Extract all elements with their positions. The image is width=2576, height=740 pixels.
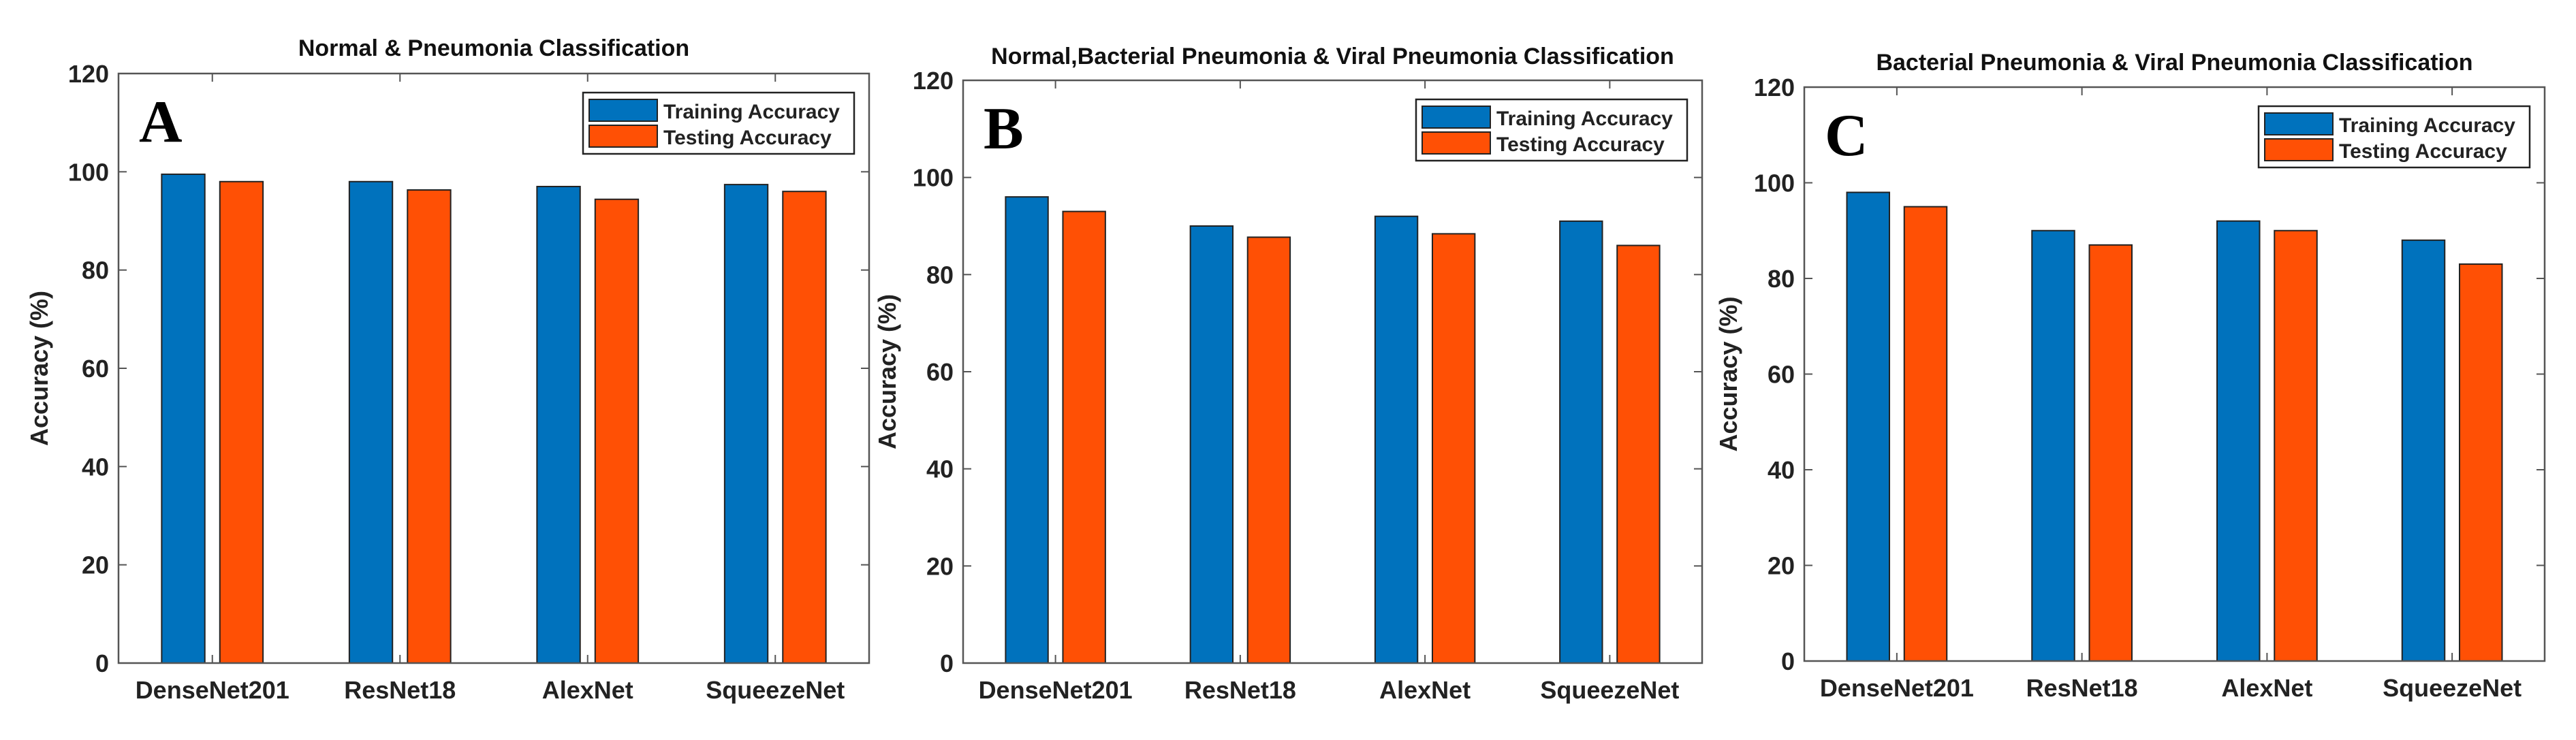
y-tick-label: 120	[68, 60, 109, 88]
y-tick-label: 40	[926, 455, 954, 483]
legend-label: Training Accuracy	[1496, 108, 1673, 130]
chart-panel-b: Normal,Bacterial Pneumonia & Viral Pneum…	[873, 44, 1703, 704]
panel-label: C	[1825, 103, 1868, 169]
y-tick-label: 80	[926, 261, 954, 289]
y-tick-label: 80	[82, 257, 109, 285]
x-tick-label: ResNet18	[2026, 674, 2138, 702]
y-tick-label: 100	[913, 164, 954, 192]
x-tick-label: AlexNet	[542, 676, 633, 704]
x-tick-label: DenseNet201	[1820, 674, 1974, 702]
y-tick-label: 20	[1768, 552, 1795, 580]
bar-training-accuracy-alexnet	[2216, 220, 2261, 662]
bar-training-accuracy-alexnet	[1374, 215, 1419, 664]
legend-swatch	[588, 125, 658, 148]
bar-training-accuracy-resnet18	[348, 180, 394, 664]
legend-swatch	[1421, 131, 1491, 155]
chart-title: Normal,Bacterial Pneumonia & Viral Pneum…	[991, 44, 1674, 69]
y-tick-label: 0	[1781, 647, 1795, 675]
panel-label: A	[139, 89, 183, 155]
y-tick-label: 60	[926, 358, 954, 386]
x-tick-label: ResNet18	[1184, 676, 1296, 704]
y-tick-label: 40	[82, 453, 109, 481]
x-tick-label: AlexNet	[1379, 676, 1471, 704]
bar-testing-accuracy-resnet18	[1246, 236, 1291, 664]
bar-testing-accuracy-squeezenet	[2458, 263, 2503, 662]
x-tick-label: SqueezeNet	[706, 676, 845, 704]
y-tick-label: 0	[95, 649, 109, 677]
bar-training-accuracy-squeezenet	[723, 184, 769, 664]
legend-label: Training Accuracy	[2339, 114, 2515, 137]
y-axis-label: Accuracy (%)	[873, 294, 901, 449]
bar-testing-accuracy-squeezenet	[782, 191, 827, 664]
legend: Training Accuracy Testing Accuracy	[2257, 105, 2531, 169]
legend-swatch	[2264, 138, 2334, 161]
bar-training-accuracy-squeezenet	[2401, 239, 2446, 662]
y-tick-label: 40	[1768, 456, 1795, 484]
legend-label: Testing Accuracy	[663, 127, 832, 149]
bar-testing-accuracy-squeezenet	[1616, 244, 1661, 664]
bar-training-accuracy-resnet18	[1189, 225, 1234, 664]
panel-label: B	[984, 96, 1024, 162]
x-tick-label: SqueezeNet	[1540, 676, 1679, 704]
legend: Training Accuracy Testing Accuracy	[582, 91, 855, 155]
bar-testing-accuracy-resnet18	[2088, 244, 2133, 662]
y-tick-label: 100	[1754, 170, 1795, 197]
x-tick-label: ResNet18	[344, 676, 456, 704]
chart-title: Bacterial Pneumonia & Viral Pneumonia Cl…	[1876, 50, 2472, 76]
y-tick-label: 120	[1754, 74, 1795, 101]
bar-training-accuracy-densenet201	[1846, 191, 1891, 662]
bar-testing-accuracy-densenet201	[1062, 210, 1106, 664]
bar-testing-accuracy-densenet201	[1903, 206, 1948, 662]
legend-label: Training Accuracy	[663, 101, 840, 123]
bar-training-accuracy-densenet201	[1005, 196, 1049, 664]
x-tick-label: DenseNet201	[136, 676, 289, 704]
bar-training-accuracy-squeezenet	[1559, 220, 1603, 664]
bar-testing-accuracy-alexnet	[594, 198, 640, 664]
y-tick-label: 100	[68, 158, 109, 186]
y-tick-label: 20	[926, 552, 954, 580]
chart-panel-a: Normal & Pneumonia Classification 0 20 40 60…	[25, 35, 870, 704]
x-tick-label: AlexNet	[2221, 674, 2312, 702]
y-axis-label: Accuracy (%)	[1714, 296, 1742, 451]
bar-training-accuracy-resnet18	[2031, 229, 2075, 662]
y-tick-label: 20	[82, 551, 109, 579]
legend-label: Testing Accuracy	[1496, 133, 1665, 156]
legend-swatch	[1421, 106, 1491, 129]
bar-training-accuracy-densenet201	[161, 173, 206, 664]
y-tick-label: 60	[1768, 361, 1795, 389]
bar-testing-accuracy-alexnet	[1431, 233, 1476, 664]
legend-swatch	[588, 99, 658, 122]
x-tick-label: SqueezeNet	[2383, 674, 2522, 702]
y-tick-label: 60	[82, 355, 109, 383]
bar-testing-accuracy-densenet201	[219, 180, 264, 664]
legend-swatch	[2264, 112, 2334, 135]
legend-label: Testing Accuracy	[2339, 140, 2507, 163]
y-tick-label: 120	[913, 67, 954, 95]
chart-panel-c: Bacterial Pneumonia & Viral Pneumonia Cl…	[1714, 50, 2546, 702]
bar-training-accuracy-alexnet	[536, 185, 581, 664]
y-tick-label: 80	[1768, 265, 1795, 293]
chart-title: Normal & Pneumonia Classification	[298, 35, 689, 61]
bar-testing-accuracy-alexnet	[2274, 229, 2318, 662]
x-tick-label: DenseNet201	[979, 676, 1133, 704]
y-axis-label: Accuracy (%)	[25, 291, 53, 446]
legend: Training Accuracy Testing Accuracy	[1415, 98, 1688, 162]
y-tick-label: 0	[940, 649, 954, 677]
bar-testing-accuracy-resnet18	[407, 189, 452, 664]
